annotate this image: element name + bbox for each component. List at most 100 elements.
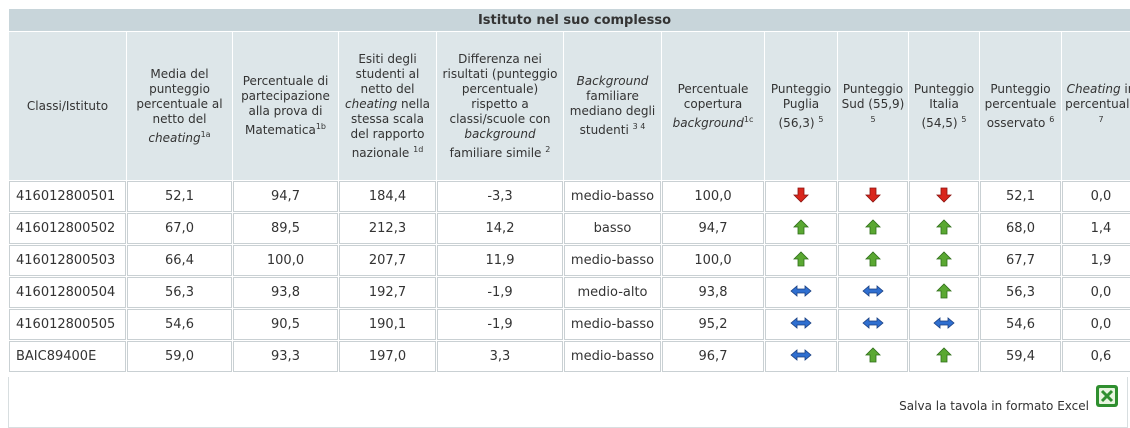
row-id: BAIC89400E [9, 341, 126, 372]
cell: 90,5 [233, 309, 338, 340]
arrow-shape [790, 316, 812, 329]
arrow-up [865, 218, 881, 234]
arrow-same [862, 316, 884, 329]
cell: 66,4 [127, 245, 232, 276]
table-row: 416012800504 56,3 93,8 192,7 -1,9 medio-alto 9… [9, 277, 1130, 308]
row-id: 416012800503 [9, 245, 126, 276]
cell: medio-basso [564, 245, 661, 276]
cell: 1,9 [1062, 245, 1130, 276]
cell: 94,7 [233, 181, 338, 212]
arrow-up [936, 282, 952, 298]
cell: 94,7 [662, 213, 764, 244]
header-text: Background [576, 74, 649, 88]
cell: medio-basso [564, 181, 661, 212]
column-header: Percentuale di partecipazione alla prova… [233, 32, 338, 180]
header-text: 1a [200, 129, 211, 139]
arrow-cell [909, 277, 979, 308]
header-text: Classi/Istituto [26, 98, 109, 113]
header-text: familiare mediano degli studenti [569, 89, 656, 137]
arrow-down [865, 187, 881, 203]
header-text: 5 [961, 114, 967, 124]
header-text: Punteggio Sud (55,9) [841, 81, 905, 111]
cell: 3,3 [437, 341, 563, 372]
arrow-up [793, 218, 809, 234]
arrow-down [936, 187, 952, 203]
arrow-same [933, 316, 955, 329]
header-text: 3 4 [632, 122, 646, 131]
header-text: Percentuale copertura [677, 81, 749, 111]
export-link[interactable]: Salva la tavola in formato Excel [899, 399, 1089, 413]
arrow-cell [909, 309, 979, 340]
header-text: cheating [344, 96, 398, 111]
arrow-cell [838, 213, 908, 244]
row-id: 416012800504 [9, 277, 126, 308]
arrow-shape [936, 250, 952, 266]
cell: 0,0 [1062, 181, 1130, 212]
arrow-cell [838, 309, 908, 340]
arrow-shape [865, 250, 881, 266]
arrow-same [862, 284, 884, 297]
arrow-cell [909, 245, 979, 276]
excel-icon[interactable] [1095, 384, 1119, 408]
table-row: BAIC89400E 59,0 93,3 197,0 3,3 medio-basso 96,… [9, 341, 1130, 372]
arrow-cell [909, 213, 979, 244]
cell: 56,3 [127, 277, 232, 308]
cell: 100,0 [233, 245, 338, 276]
header-text: 6 [1049, 114, 1055, 124]
column-header: Differenza nei risultati (punteggio perc… [437, 32, 563, 180]
cell: 11,9 [437, 245, 563, 276]
table-row: 416012800501 52,1 94,7 184,4 -3,3 medio-basso… [9, 181, 1130, 212]
arrow-shape [865, 346, 881, 362]
cell: 52,1 [127, 181, 232, 212]
arrow-up [865, 250, 881, 266]
cell: 93,8 [662, 277, 764, 308]
arrow-up [936, 346, 952, 362]
arrow-cell [765, 309, 837, 340]
column-header: Cheating in percentuale 7 [1062, 32, 1130, 180]
cell: 212,3 [339, 213, 436, 244]
arrow-cell [909, 341, 979, 372]
column-header: Punteggio Italia (54,5) 5 [909, 32, 979, 180]
arrow-shape [933, 316, 955, 329]
arrow-shape [936, 218, 952, 234]
cell: 89,5 [233, 213, 338, 244]
column-header: Background familiare mediano degli stude… [564, 32, 661, 180]
cell: 59,0 [127, 341, 232, 372]
header-text: 2 [545, 144, 551, 154]
arrow-shape [862, 284, 884, 297]
cell: 197,0 [339, 341, 436, 372]
cell: -3,3 [437, 181, 563, 212]
cell: -1,9 [437, 309, 563, 340]
header-text: background [672, 115, 744, 130]
header-text: 1b [315, 122, 326, 131]
cell: 93,3 [233, 341, 338, 372]
header-text: 7 [1098, 114, 1104, 124]
arrow-up [865, 346, 881, 362]
cell: 52,1 [980, 181, 1061, 212]
arrow-same [790, 284, 812, 297]
cell: 59,4 [980, 341, 1061, 372]
header-text: 1c [743, 114, 754, 124]
cell: medio-basso [564, 341, 661, 372]
column-header: Punteggio Puglia (56,3) 5 [765, 32, 837, 180]
arrow-shape [865, 187, 881, 203]
header-text: in percentuale [1065, 81, 1130, 111]
header-text: Punteggio percentuale osservato [984, 81, 1057, 130]
header-text: Percentuale di partecipazione alla prova… [241, 74, 330, 137]
arrow-shape [793, 218, 809, 234]
header-text: Esiti degli studenti al netto del [355, 51, 420, 96]
cell: 192,7 [339, 277, 436, 308]
arrow-cell [838, 341, 908, 372]
arrow-shape [793, 187, 809, 203]
cell: 96,7 [662, 341, 764, 372]
cell: 67,7 [980, 245, 1061, 276]
column-header: Media del punteggio percentuale al netto… [127, 32, 232, 180]
arrow-cell [765, 277, 837, 308]
table-title: Istituto nel suo complesso [9, 9, 1130, 31]
cell: 95,2 [662, 309, 764, 340]
arrow-cell [765, 213, 837, 244]
cell: 207,7 [339, 245, 436, 276]
cell: 184,4 [339, 181, 436, 212]
column-header: Esiti degli studenti al netto del cheati… [339, 32, 436, 180]
